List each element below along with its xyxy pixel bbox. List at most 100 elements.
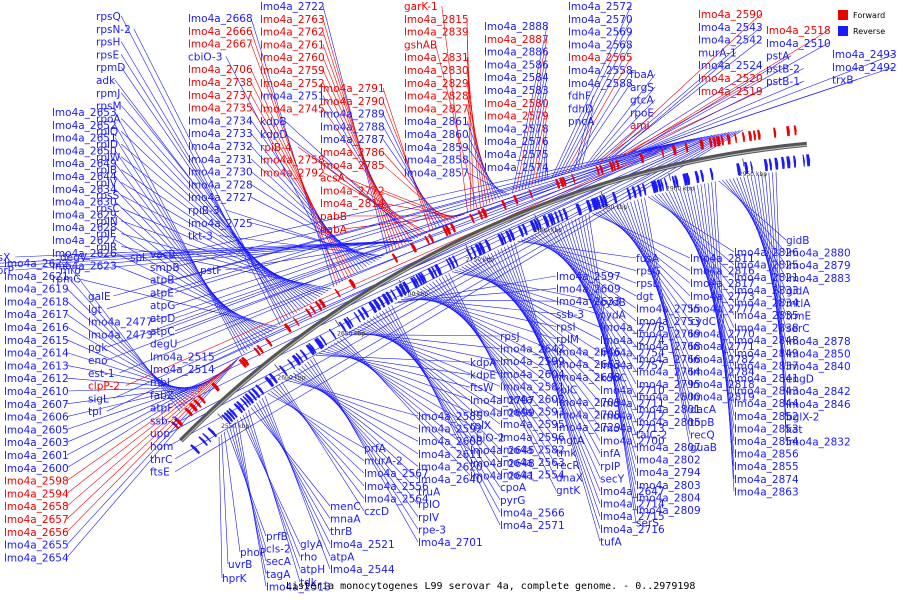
connector-line bbox=[114, 265, 275, 330]
reverse-gene-arrow bbox=[221, 414, 231, 425]
gene-label: lmo4a_2581 bbox=[500, 381, 565, 393]
gene-label: lmo4a_2754 bbox=[600, 347, 665, 359]
reverse-gene-arrow bbox=[385, 291, 394, 303]
forward-gene-arrow bbox=[501, 199, 507, 210]
gene-label: lmo4a_2647 bbox=[600, 486, 665, 498]
gene-label: lmo4a_2837 bbox=[734, 360, 799, 372]
reverse-gene-arrow bbox=[415, 274, 423, 286]
legend-reverse-swatch bbox=[838, 26, 848, 36]
gene-label: rpmD bbox=[96, 62, 125, 74]
connector-line bbox=[512, 25, 548, 194]
reverse-gene-arrow bbox=[390, 289, 398, 301]
reverse-gene-arrow bbox=[529, 220, 537, 233]
connector-line bbox=[114, 137, 248, 351]
connector-line bbox=[587, 86, 656, 167]
connector-line bbox=[441, 276, 557, 466]
connector-line bbox=[580, 121, 594, 169]
gene-label: lmo4a_2848 bbox=[734, 335, 799, 347]
gene-label: tufA bbox=[600, 536, 622, 548]
gene-label: lmo4a_2802 bbox=[636, 455, 701, 467]
reverse-gene-arrow bbox=[585, 199, 593, 212]
reverse-gene-arrow bbox=[236, 401, 246, 412]
gene-label: lmo4a_2811 bbox=[690, 253, 755, 265]
tick-label: 2750 kbp bbox=[466, 256, 494, 263]
gene-label: lmo4a_2819 bbox=[690, 392, 755, 404]
gene-label: lmo4a_2833 bbox=[734, 285, 799, 297]
connector-line bbox=[345, 214, 465, 230]
gene-label: guaB bbox=[690, 442, 717, 454]
connector-line bbox=[253, 405, 331, 519]
gene-label: lmo4a_2611 bbox=[418, 449, 483, 461]
gene-label: lmo4a_2715 bbox=[600, 511, 665, 523]
connector-line bbox=[382, 190, 456, 220]
gene-label: lmo4a_2510 bbox=[766, 38, 831, 50]
connector-line bbox=[219, 235, 385, 257]
gene-label: lmo4a_2771 bbox=[690, 341, 755, 353]
gene-label: lmo4a_2738 bbox=[188, 77, 253, 89]
connector-line bbox=[564, 57, 632, 175]
forward-gene-arrow bbox=[318, 298, 326, 309]
gene-label: lmo4a_2815 bbox=[404, 14, 469, 26]
reverse-gene-arrow bbox=[343, 318, 352, 330]
gene-label: lmo4a_2829 bbox=[404, 78, 469, 90]
gene-label: dgt bbox=[636, 291, 653, 303]
legend-reverse-label: Reverse bbox=[853, 27, 885, 36]
reverse-gene-arrow bbox=[682, 173, 688, 186]
gene-label: lmo4a_2579 bbox=[484, 111, 549, 123]
connector-line bbox=[637, 199, 691, 422]
connector-line bbox=[600, 13, 762, 163]
gene-label: lmo4a_2853 bbox=[734, 423, 799, 435]
gene-label: lmo4a_2710 bbox=[600, 385, 665, 397]
reverse-gene-arrow bbox=[781, 156, 785, 169]
gene-label: truA bbox=[418, 487, 441, 499]
gene-label: cpoA bbox=[500, 482, 527, 494]
gene-label: lmo4a_2582 bbox=[500, 444, 565, 456]
gene-label: lmo4a_2850 bbox=[786, 348, 851, 360]
gene-label: spl bbox=[130, 252, 145, 264]
connector-line bbox=[242, 414, 301, 557]
connector-line bbox=[537, 128, 548, 184]
forward-gene-arrow bbox=[748, 130, 752, 142]
gene-label: lmo4a_2841 bbox=[734, 373, 799, 385]
gene-label: lmo4a_2776 bbox=[600, 322, 665, 334]
gene-label: thrB bbox=[330, 526, 352, 538]
gene-label: lmo4a_2804 bbox=[636, 492, 701, 504]
connector-line bbox=[487, 254, 601, 441]
gene-label: rpiB-3 bbox=[188, 205, 220, 217]
connector-line bbox=[382, 151, 446, 224]
connector-line bbox=[528, 89, 548, 188]
gene-label: atpF bbox=[150, 403, 173, 415]
gene-label: rplX bbox=[470, 420, 491, 432]
reverse-gene-arrow bbox=[361, 306, 370, 318]
connector-line bbox=[560, 44, 632, 176]
gene-label: lmo4a_2753 bbox=[636, 316, 701, 328]
reverse-gene-arrow bbox=[626, 187, 632, 200]
connector-line bbox=[722, 179, 787, 253]
reverse-gene-arrow bbox=[240, 397, 249, 408]
gene-label: lmo4a_2887 bbox=[484, 34, 549, 46]
gene-label: thrC bbox=[150, 454, 172, 466]
gene-label: lmo4a_2855 bbox=[734, 461, 799, 473]
gene-label: lmo4a_2519 bbox=[698, 86, 763, 98]
reverse-gene-arrow bbox=[653, 180, 659, 193]
forward-gene-arrow bbox=[720, 135, 724, 146]
connector-line bbox=[634, 68, 804, 154]
gene-label: lmo4a_2760 bbox=[260, 52, 325, 64]
reverse-gene-arrow bbox=[562, 208, 569, 220]
connector-line bbox=[448, 273, 557, 491]
gene-label: lmo4a_2790 bbox=[320, 96, 385, 108]
connector-line bbox=[264, 395, 331, 570]
gene-label: fusA bbox=[636, 253, 660, 265]
gene-label: lmo4a_2698 bbox=[556, 372, 621, 384]
connector-line bbox=[218, 436, 223, 579]
forward-gene-arrow bbox=[170, 421, 180, 430]
connector-line bbox=[474, 260, 601, 391]
gene-label: atpA bbox=[330, 551, 355, 563]
connector-line bbox=[336, 340, 471, 451]
connector-line bbox=[250, 43, 341, 284]
gene-label: cbiO-3 bbox=[188, 51, 222, 63]
gene-label: atpH bbox=[300, 564, 325, 576]
gene-label: lmo4a_2620 bbox=[418, 461, 483, 473]
gene-label: lmo4a_2614 bbox=[4, 348, 69, 360]
gene-label: lmo4a_2648 bbox=[470, 458, 535, 470]
